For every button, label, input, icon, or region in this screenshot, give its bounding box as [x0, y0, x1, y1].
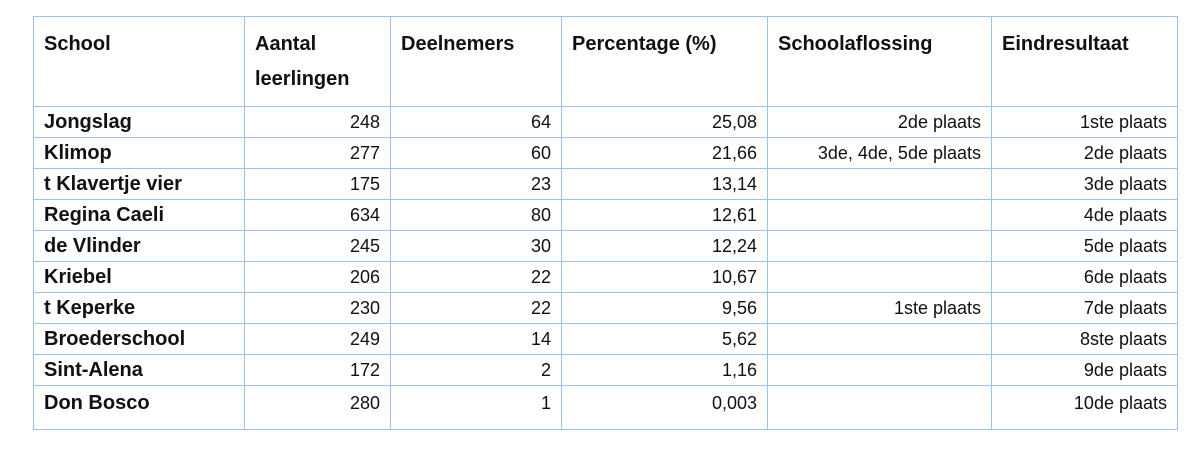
percentage-cell: 25,08 — [561, 106, 768, 138]
percentage-cell: 21,66 — [561, 137, 768, 169]
table-row: Kriebel 206 22 10,67 6de plaats — [33, 261, 1178, 293]
percentage-cell: 5,62 — [561, 323, 768, 355]
table-row: Klimop 277 60 21,66 3de, 4de, 5de plaats… — [33, 137, 1178, 169]
final-cell: 5de plaats — [991, 230, 1178, 262]
participants-cell: 23 — [390, 168, 562, 200]
school-cell: Sint-Alena — [33, 354, 245, 386]
school-cell: t Keperke — [33, 292, 245, 324]
students-cell: 175 — [244, 168, 391, 200]
students-cell: 280 — [244, 385, 391, 430]
participants-cell: 80 — [390, 199, 562, 231]
final-cell: 7de plaats — [991, 292, 1178, 324]
table-row: Don Bosco 280 1 0,003 10de plaats — [33, 385, 1178, 430]
school-cell: de Vlinder — [33, 230, 245, 262]
percentage-cell: 10,67 — [561, 261, 768, 293]
relay-cell — [767, 168, 992, 200]
table-row: Regina Caeli 634 80 12,61 4de plaats — [33, 199, 1178, 231]
final-cell: 6de plaats — [991, 261, 1178, 293]
table-row: de Vlinder 245 30 12,24 5de plaats — [33, 230, 1178, 262]
school-cell: Regina Caeli — [33, 199, 245, 231]
participants-cell: 30 — [390, 230, 562, 262]
students-cell: 634 — [244, 199, 391, 231]
header-relay: Schoolaflossing — [767, 16, 992, 107]
students-cell: 206 — [244, 261, 391, 293]
relay-cell — [767, 230, 992, 262]
students-cell: 230 — [244, 292, 391, 324]
relay-cell — [767, 354, 992, 386]
relay-cell — [767, 323, 992, 355]
percentage-cell: 12,24 — [561, 230, 768, 262]
table-body: Jongslag 248 64 25,08 2de plaats 1ste pl… — [33, 106, 1178, 430]
students-cell: 172 — [244, 354, 391, 386]
final-cell: 1ste plaats — [991, 106, 1178, 138]
students-cell: 277 — [244, 137, 391, 169]
school-cell: Broederschool — [33, 323, 245, 355]
participants-cell: 64 — [390, 106, 562, 138]
table-row: t Keperke 230 22 9,56 1ste plaats 7de pl… — [33, 292, 1178, 324]
header-participants: Deelnemers — [390, 16, 562, 107]
table-row: Broederschool 249 14 5,62 8ste plaats — [33, 323, 1178, 355]
school-cell: Jongslag — [33, 106, 245, 138]
participants-cell: 60 — [390, 137, 562, 169]
school-cell: Don Bosco — [33, 385, 245, 430]
header-percentage: Percentage (%) — [561, 16, 768, 107]
header-final: Eindresultaat — [991, 16, 1178, 107]
school-cell: Kriebel — [33, 261, 245, 293]
table-header: School Aantal leerlingen Deelnemers Perc… — [33, 16, 1178, 107]
results-table: School Aantal leerlingen Deelnemers Perc… — [33, 16, 1178, 430]
percentage-cell: 9,56 — [561, 292, 768, 324]
table-row: Jongslag 248 64 25,08 2de plaats 1ste pl… — [33, 106, 1178, 138]
final-cell: 2de plaats — [991, 137, 1178, 169]
students-cell: 248 — [244, 106, 391, 138]
final-cell: 9de plaats — [991, 354, 1178, 386]
school-cell: t Klavertje vier — [33, 168, 245, 200]
final-cell: 4de plaats — [991, 199, 1178, 231]
participants-cell: 22 — [390, 292, 562, 324]
table-row: t Klavertje vier 175 23 13,14 3de plaats — [33, 168, 1178, 200]
students-cell: 245 — [244, 230, 391, 262]
final-cell: 3de plaats — [991, 168, 1178, 200]
table-row: Sint-Alena 172 2 1,16 9de plaats — [33, 354, 1178, 386]
percentage-cell: 0,003 — [561, 385, 768, 430]
participants-cell: 22 — [390, 261, 562, 293]
participants-cell: 14 — [390, 323, 562, 355]
relay-cell — [767, 385, 992, 430]
final-cell: 10de plaats — [991, 385, 1178, 430]
relay-cell: 1ste plaats — [767, 292, 992, 324]
percentage-cell: 12,61 — [561, 199, 768, 231]
participants-cell: 1 — [390, 385, 562, 430]
header-students: Aantal leerlingen — [244, 16, 391, 107]
final-cell: 8ste plaats — [991, 323, 1178, 355]
participants-cell: 2 — [390, 354, 562, 386]
header-row: School Aantal leerlingen Deelnemers Perc… — [33, 16, 1178, 107]
students-cell: 249 — [244, 323, 391, 355]
percentage-cell: 1,16 — [561, 354, 768, 386]
relay-cell: 2de plaats — [767, 106, 992, 138]
relay-cell — [767, 261, 992, 293]
school-cell: Klimop — [33, 137, 245, 169]
relay-cell: 3de, 4de, 5de plaats — [767, 137, 992, 169]
percentage-cell: 13,14 — [561, 168, 768, 200]
relay-cell — [767, 199, 992, 231]
header-school: School — [33, 16, 245, 107]
